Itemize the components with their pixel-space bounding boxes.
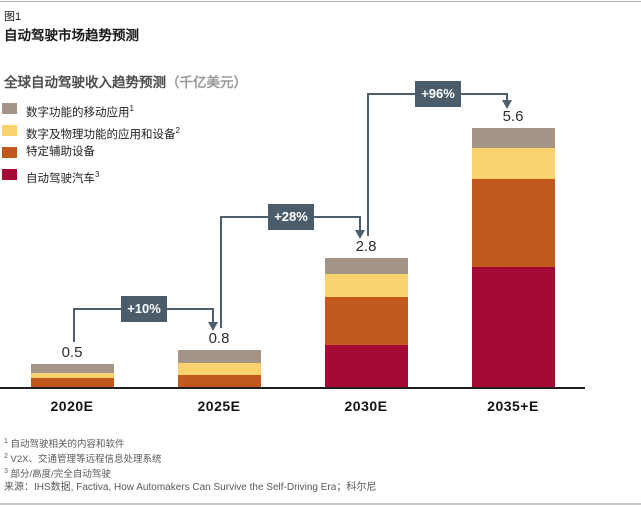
x-axis-label: 2030E	[344, 398, 388, 414]
arrow-down-icon	[355, 229, 365, 239]
legend-item: 特定辅助设备	[2, 146, 180, 159]
bar-segment	[324, 296, 408, 346]
legend-item-label: 数字及物理功能的应用和设备2	[26, 126, 180, 141]
footnote: 2 V2X、交通管理等远程信息处理系统	[4, 453, 162, 466]
legend-item-label: 自动驾驶汽车3	[26, 170, 100, 185]
arrow-down-icon	[208, 322, 218, 331]
bar-segment	[324, 257, 408, 274]
bottom-divider	[0, 503, 641, 505]
growth-badge: +28%	[268, 204, 314, 230]
legend-item-label: 特定辅助设备	[26, 146, 95, 158]
footnote: 1 自动驾驶相关的内容和软件	[4, 438, 125, 451]
legend-swatch	[2, 147, 17, 158]
bar-segment	[324, 345, 408, 387]
arrow-down-icon	[502, 100, 512, 109]
bar-segment	[30, 373, 114, 378]
legend-swatch	[2, 125, 17, 136]
source-line: 来源：IHS数据, Factiva, How Automakers Can Su…	[4, 482, 377, 493]
growth-connector-line	[506, 93, 508, 100]
chart-subtitle-text: 全球自动驾驶收入趋势预测	[4, 75, 166, 90]
bar-segment	[471, 147, 555, 179]
legend-item: 数字及物理功能的应用和设备2	[2, 124, 180, 141]
bar-segment	[471, 266, 555, 387]
bar-value-label: 5.6	[502, 108, 524, 125]
bar-value-label: 0.5	[61, 343, 83, 361]
page-title: 自动驾驶市场趋势预测	[4, 28, 139, 43]
growth-badge: +10%	[121, 296, 167, 322]
legend-swatch	[2, 103, 17, 114]
chart-subtitle-unit: （千亿美元）	[166, 75, 247, 90]
chart-legend: 数字功能的移动应用1 数字及物理功能的应用和设备2 特定辅助设备 自动驾驶汽车3	[2, 102, 180, 190]
growth-connector-line	[212, 308, 214, 322]
figure-label: 图1	[4, 11, 22, 23]
bar-segment	[324, 273, 408, 297]
footnotes: 1 自动驾驶相关的内容和软件 2 V2X、交通管理等远程信息处理系统 3 部分/高度…	[4, 436, 162, 481]
bar-value-label: 2.8	[355, 237, 377, 255]
bar-value-label: 0.8	[208, 330, 230, 347]
x-axis-line	[0, 387, 585, 389]
chart-subtitle: 全球自动驾驶收入趋势预测（千亿美元）	[4, 71, 247, 91]
bar-segment	[471, 178, 555, 267]
legend-item: 自动驾驶汽车3	[2, 168, 180, 185]
footnote: 3 部分/高度/完全自动驾驶	[4, 468, 111, 481]
legend-item-label: 数字功能的移动应用1	[26, 104, 134, 119]
bar-segment	[30, 377, 114, 387]
x-axis-label: 2035+E	[487, 398, 539, 414]
legend-swatch	[2, 169, 17, 180]
growth-badge: +96%	[415, 81, 461, 107]
growth-connector-line	[220, 216, 222, 328]
top-divider	[0, 1, 641, 2]
growth-connector-line	[73, 308, 75, 342]
x-axis-label: 2025E	[197, 398, 241, 414]
bar-segment	[177, 362, 261, 375]
bar-segment	[177, 374, 261, 387]
growth-connector-line	[359, 216, 361, 230]
bar-segment	[177, 350, 261, 363]
legend-item: 数字功能的移动应用1	[2, 102, 180, 119]
bar-segment	[30, 363, 114, 374]
x-axis-label: 2020E	[50, 398, 94, 414]
bar-segment	[471, 128, 555, 148]
growth-connector-line	[367, 93, 369, 236]
